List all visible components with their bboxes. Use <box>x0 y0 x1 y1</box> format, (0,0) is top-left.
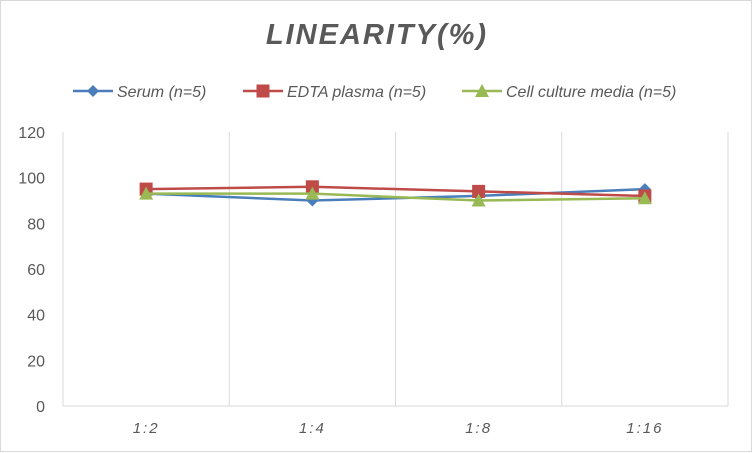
data-point <box>139 186 154 200</box>
legend-label: EDTA plasma (n=5) <box>287 84 426 101</box>
x-tick-label: 1:2 <box>133 420 160 437</box>
data-point <box>305 186 320 200</box>
y-tick-label: 0 <box>36 399 45 416</box>
y-tick-label: 120 <box>18 125 45 142</box>
chart-title: LINEARITY(%) <box>265 19 489 51</box>
y-tick-label: 80 <box>27 216 45 233</box>
x-tick-label: 1:16 <box>626 420 663 437</box>
y-tick-label: 40 <box>27 308 45 325</box>
legend-marker <box>475 84 489 97</box>
legend-marker <box>87 85 99 97</box>
data-point <box>471 193 486 207</box>
data-point <box>637 191 652 205</box>
y-tick-label: 20 <box>27 353 45 370</box>
legend-label: Serum (n=5) <box>117 84 206 101</box>
series-line-1 <box>146 185 645 198</box>
x-tick-label: 1:4 <box>299 420 326 437</box>
data-point <box>472 184 486 198</box>
x-tick-label: 1:8 <box>465 420 492 437</box>
y-tick-label: 60 <box>27 262 45 279</box>
legend-label: Cell culture media (n=5) <box>506 84 676 101</box>
series-line-2 <box>146 192 645 202</box>
legend-marker <box>256 84 270 98</box>
y-tick-label: 100 <box>18 171 45 188</box>
